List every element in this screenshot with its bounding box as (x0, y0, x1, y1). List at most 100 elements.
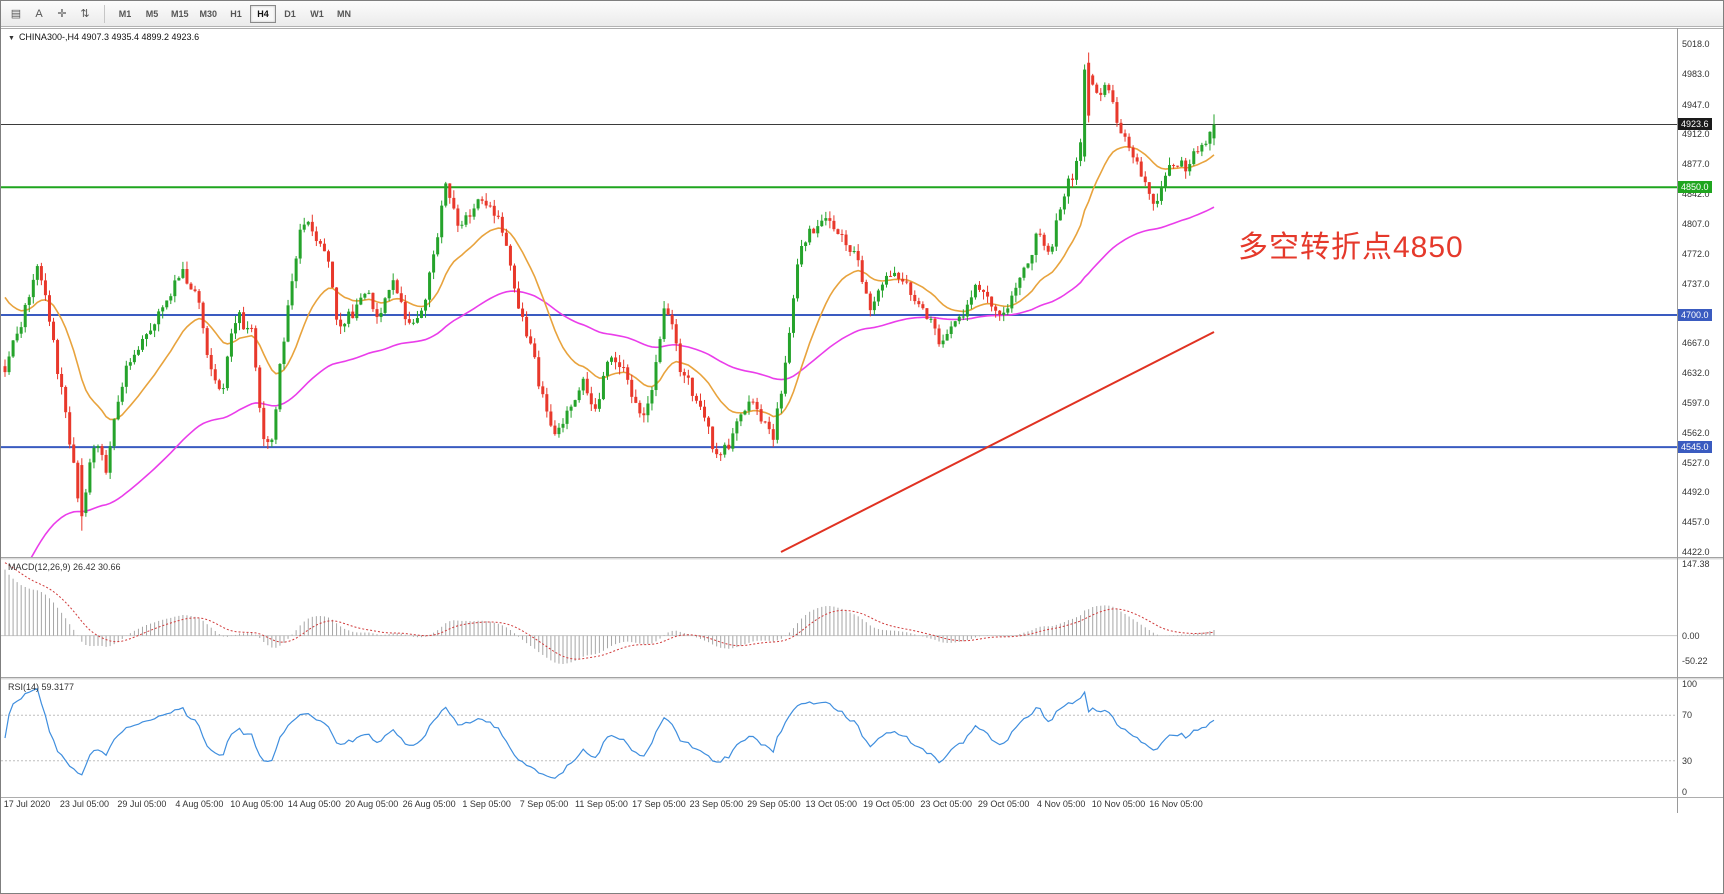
candle-body (468, 215, 472, 217)
symbol-dropdown-icon: ▼ (8, 35, 15, 42)
time-label: 20 Aug 05:00 (345, 799, 399, 809)
candle-body (1070, 178, 1074, 180)
candle-body (787, 332, 791, 363)
candle-body (1139, 161, 1143, 177)
candle-body (1107, 84, 1111, 91)
time-label: 14 Aug 05:00 (287, 799, 341, 809)
candle-body (1010, 295, 1014, 309)
candle-body (145, 334, 149, 339)
timeframe-h4-button[interactable]: H4 (250, 4, 277, 23)
candle-body (553, 425, 557, 435)
macd-tick: -50.22 (1682, 655, 1708, 666)
candle-body (593, 404, 597, 409)
candle-body (282, 341, 286, 365)
price-tick: 4632.0 (1682, 368, 1710, 378)
panel-separator[interactable] (1, 677, 1724, 680)
price-tick: 4492.0 (1682, 487, 1710, 498)
macd-indicator-label: MACD(12,26,9) 26.42 30.66 (8, 562, 121, 572)
candle-body (889, 275, 893, 277)
candle-body (933, 318, 937, 329)
candle-body (775, 408, 779, 440)
candle-body (698, 400, 702, 407)
candle-body (622, 367, 626, 369)
timeframe-mn-button[interactable]: MN (337, 8, 352, 19)
candle-body (157, 311, 161, 325)
timeframe-m1-button[interactable]: M1 (118, 8, 132, 19)
crosshair-icon[interactable]: ✛ (57, 8, 67, 20)
time-axis[interactable]: 17 Jul 2020 23 Jul 05:00 29 Jul 05:00 4 Aug… (1, 799, 1677, 813)
candle-body (355, 304, 359, 319)
candle-body (884, 275, 888, 285)
main-plot[interactable] (1, 52, 1677, 600)
candle-body (432, 254, 436, 273)
candle-body (670, 314, 674, 325)
candle-body (1079, 142, 1083, 161)
text-tool-icon[interactable]: A (35, 7, 43, 20)
panel-separator[interactable] (1, 557, 1724, 560)
candle-body (880, 284, 884, 291)
candle-body (614, 357, 618, 363)
candle-body (905, 281, 909, 283)
candle-body (703, 406, 707, 418)
candle-body (533, 343, 537, 358)
timeframe-m15-button[interactable]: M15 (171, 8, 189, 19)
candle-body (108, 446, 112, 473)
candle-body (626, 367, 630, 380)
candle-body (1192, 151, 1196, 165)
candle-body (181, 269, 185, 278)
candle-body (7, 356, 11, 373)
candle-body (638, 402, 642, 414)
ma-slow-line (30, 206, 1215, 557)
candle-body (1168, 165, 1172, 176)
candle-body (957, 316, 961, 322)
candle-body (973, 284, 977, 298)
price-tick: 4422.0 (1682, 547, 1710, 557)
tool-icons-group: ▤ A ✛ ⇅ (5, 4, 97, 24)
candle-body (379, 312, 383, 318)
price-axis[interactable]: 5018.0 4983.0 4947.0 4912.0 4877.0 4842.0 4807… (1677, 1, 1723, 893)
timeframe-h1-button[interactable]: H1 (230, 8, 242, 19)
candle-body (545, 394, 549, 412)
candle-body (557, 427, 561, 435)
candle-body (375, 309, 379, 318)
candle-body (496, 215, 500, 217)
candle-body (917, 301, 921, 305)
candle-body (500, 216, 504, 233)
price-tick: 4842.0 (1682, 189, 1710, 199)
candle-body (569, 406, 573, 411)
candle-body (286, 305, 290, 342)
candle-body (1151, 193, 1155, 204)
candle-body (68, 412, 72, 445)
trendline[interactable] (780, 331, 1215, 553)
candle-body (990, 296, 994, 307)
candle-body (43, 280, 47, 296)
scale-icon[interactable]: ⇅ (80, 8, 90, 20)
candle-body (165, 300, 169, 308)
timeframe-w1-button[interactable]: W1 (310, 8, 324, 19)
timeframe-m30-button[interactable]: M30 (199, 8, 218, 19)
candle-body (909, 282, 913, 295)
timeframe-m5-button[interactable]: M5 (145, 8, 159, 19)
price-tick: 4983.0 (1682, 68, 1710, 79)
candle-body (120, 386, 124, 402)
candle-body (492, 205, 496, 216)
candle-body (149, 330, 153, 335)
candle-body (411, 322, 415, 324)
rsi-plot[interactable] (1, 688, 1677, 779)
candle-body (549, 411, 553, 426)
macd-plot[interactable] (1, 562, 1677, 665)
candle-body (529, 336, 533, 344)
candle-body (359, 297, 363, 305)
candle-body (658, 339, 662, 363)
candle-body (840, 234, 844, 236)
candle-body (1042, 234, 1046, 246)
rsi-indicator-label: RSI(14) 59.3177 (8, 682, 75, 692)
price-tick: 4772.0 (1682, 248, 1710, 259)
timeframe-d1-button[interactable]: D1 (284, 8, 296, 19)
charts-icon[interactable]: ▤ (10, 8, 22, 20)
candle-body (666, 308, 670, 315)
candle-body (982, 289, 986, 292)
candle-body (1172, 165, 1176, 167)
